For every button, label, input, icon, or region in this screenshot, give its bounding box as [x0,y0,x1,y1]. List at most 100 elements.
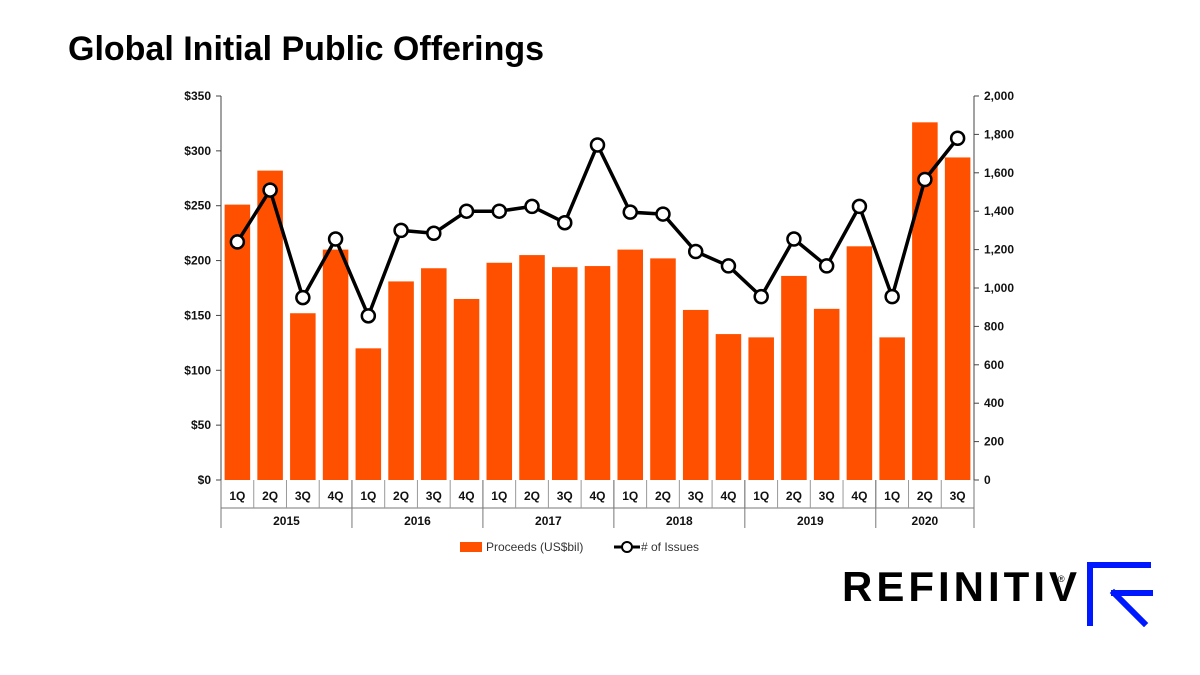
category-label: 1Q [884,489,900,503]
issues-point [458,203,475,219]
category-label: 4Q [459,489,475,503]
left-tick-label: $200 [184,254,211,268]
proceeds-bar [748,337,774,480]
right-tick-label: 600 [984,358,1004,372]
issues-point [557,214,573,231]
legend-label-issues: # of Issues [641,540,699,554]
proceeds-bar [453,298,480,480]
issues-point [949,130,966,146]
left-tick-label: $0 [198,473,212,487]
category-label: 1Q [229,489,245,503]
year-label: 2015 [273,514,300,528]
legend-label-proceeds: Proceeds (US$bil) [486,540,583,554]
proceeds-bar [519,255,545,480]
proceeds-bar [584,266,611,480]
proceeds-bar [486,262,513,480]
category-label: 2Q [786,489,802,503]
legend-marker-swatch [621,541,633,553]
category-label: 1Q [491,489,507,503]
proceeds-bar [290,313,316,480]
right-tick-label: 1,400 [984,204,1014,218]
chart-legend: Proceeds (US$bil) # of Issues [460,540,699,554]
right-tick-label: 2,000 [984,89,1014,103]
refinitiv-logo-icon [1087,562,1153,627]
registered-mark: ® [1058,574,1065,584]
proceeds-bar [846,246,873,480]
left-tick-label: $350 [184,89,211,103]
proceeds-bar [322,249,349,480]
left-tick-label: $50 [191,418,211,432]
issues-point [393,222,409,239]
proceeds-bar [421,268,447,480]
category-label: 2Q [917,489,933,503]
issues-point [622,204,638,220]
left-tick-label: $150 [184,308,211,322]
proceeds-bar [682,309,709,480]
proceeds-bar [879,337,905,480]
proceeds-bar [813,308,840,480]
category-label: 3Q [557,489,573,503]
issues-point [655,206,671,222]
legend-bar-swatch [460,542,482,552]
category-label: 3Q [426,489,442,503]
issues-point [753,288,769,305]
right-tick-label: 0 [984,473,991,487]
category-label: 1Q [753,489,769,503]
category-label: 1Q [360,489,376,503]
proceeds-bar [944,157,971,480]
right-tick-label: 1,200 [984,243,1014,257]
category-label: 3Q [688,489,704,503]
proceeds-bar [781,275,807,480]
category-label: 4Q [851,489,867,503]
right-tick-label: 400 [984,396,1004,410]
proceeds-bar [617,249,644,480]
right-tick-label: 200 [984,435,1004,449]
category-label: 3Q [819,489,835,503]
year-label: 2018 [666,514,693,528]
issues-point [360,308,377,324]
issues-point [720,258,737,274]
proceeds-bar [715,334,742,480]
category-label: 4Q [589,489,605,503]
category-label: 2Q [393,489,409,503]
year-label: 2019 [797,514,824,528]
issues-point [818,258,835,274]
issues-line-series [229,130,966,324]
issues-point [262,182,278,198]
category-label: 2Q [655,489,671,503]
proceeds-bar [551,267,578,480]
proceeds-bars [224,122,971,481]
issues-point [295,289,311,306]
issues-point [786,231,802,247]
left-tick-label: $100 [184,363,211,377]
category-label: 2Q [524,489,540,503]
right-tick-label: 800 [984,319,1004,333]
issues-point [491,203,508,219]
category-label: 1Q [622,489,638,503]
right-tick-label: 1,600 [984,166,1014,180]
proceeds-bar [388,281,414,480]
issues-point [327,231,344,247]
category-label: 2Q [262,489,278,503]
issues-point [426,225,442,242]
issues-point [589,137,606,153]
left-tick-label: $250 [184,199,211,213]
issues-point [229,234,246,250]
proceeds-bar [355,348,382,480]
category-label: 3Q [295,489,311,503]
year-label: 2020 [912,514,939,528]
year-label: 2016 [404,514,431,528]
issues-point [917,171,933,188]
x-axis-labels: 1Q 2Q 3Q 4Q 1Q 2Q 3Q 4Q 1Q 2Q 3Q 4Q 1Q 2Q 3Q 4Q 1Q 2Q 3Q 4Q… [220,480,975,528]
right-tick-label: 1,000 [984,281,1014,295]
year-label: 2017 [535,514,562,528]
proceeds-bar [224,204,251,481]
refinitiv-wordmark: REFINITIV [842,563,1082,610]
issues-point [851,198,868,215]
issues-point [884,288,900,305]
right-tick-label: 1,800 [984,127,1014,141]
left-tick-label: $300 [184,144,211,158]
issues-point [687,243,704,260]
category-label: 4Q [328,489,344,503]
